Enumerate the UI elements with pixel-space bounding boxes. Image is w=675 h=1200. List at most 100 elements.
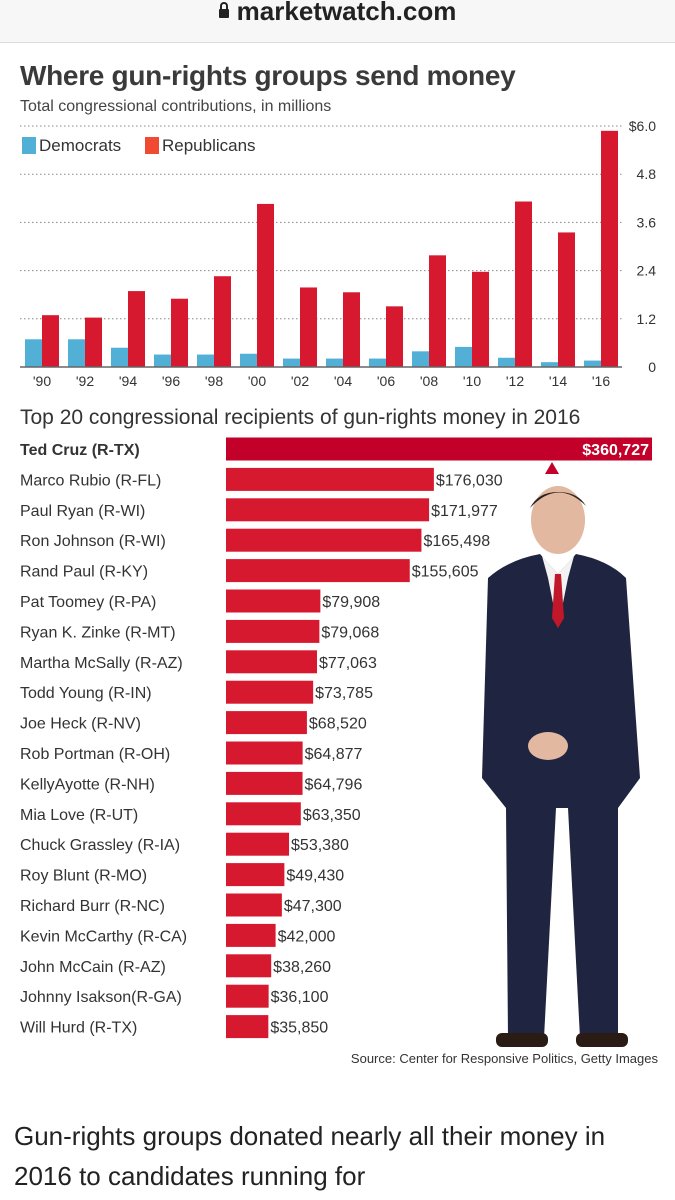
- recipient-bar: [226, 467, 434, 491]
- y-tick-label: 3.6: [637, 214, 657, 230]
- bar-democrats: [326, 358, 343, 367]
- x-tick-label: '02: [291, 373, 309, 389]
- value-label: $64,877: [305, 746, 363, 763]
- value-label: $79,068: [321, 624, 379, 641]
- bar-democrats: [111, 347, 128, 367]
- recipient-bar: [226, 619, 320, 643]
- url-display[interactable]: marketwatch.com: [0, 0, 675, 27]
- recipient-bar: [226, 741, 303, 765]
- recipient-bar: [226, 954, 272, 978]
- recipient-name: Ryan K. Zinke (R-MT): [20, 624, 176, 641]
- x-tick-label: '10: [463, 373, 481, 389]
- x-tick-label: '06: [377, 373, 395, 389]
- bar-democrats: [240, 353, 257, 367]
- bar-republicans: [171, 298, 188, 367]
- recipient-name: Ted Cruz (R-TX): [20, 442, 140, 459]
- y-tick-label: $6.0: [629, 118, 656, 134]
- recipient-bar: [226, 680, 314, 704]
- bar-republicans: [300, 287, 317, 367]
- x-tick-label: '90: [33, 373, 51, 389]
- recipient-bar: [226, 528, 422, 552]
- value-label: $165,498: [423, 533, 490, 550]
- bar-democrats: [412, 351, 429, 367]
- recipient-name: John McCain (R-AZ): [20, 959, 166, 976]
- browser-url-bar[interactable]: marketwatch.com: [0, 0, 675, 43]
- bar-democrats: [154, 354, 171, 367]
- x-tick-label: '98: [205, 373, 223, 389]
- recipient-name: Martha McSally (R-AZ): [20, 655, 183, 672]
- value-label: $47,300: [284, 898, 342, 915]
- x-tick-label: '96: [162, 373, 180, 389]
- value-label: $49,430: [286, 868, 344, 885]
- bar-republicans: [558, 232, 575, 367]
- pointer-triangle-icon: [545, 462, 559, 474]
- recipient-name: Marco Rubio (R-FL): [20, 472, 161, 489]
- value-label: $360,727: [582, 442, 649, 459]
- bar-republicans: [601, 130, 618, 367]
- bar-democrats: [455, 346, 472, 367]
- recipient-bar: [226, 893, 282, 917]
- recipient-name: Kevin McCarthy (R-CA): [20, 928, 187, 945]
- recipient-bar: [226, 498, 430, 522]
- recipient-name: Mia Love (R-UT): [20, 807, 138, 824]
- chart-subtitle: Total congressional contributions, in mi…: [20, 98, 332, 115]
- bar-republicans: [128, 291, 145, 367]
- value-label: $79,908: [322, 594, 380, 611]
- politician-photo: [482, 486, 640, 1047]
- bar-democrats: [283, 358, 300, 367]
- bar-republicans: [257, 203, 274, 367]
- legend-republicans: Republicans: [145, 136, 256, 156]
- recipient-name: Paul Ryan (R-WI): [20, 503, 145, 520]
- bar-democrats: [25, 339, 42, 367]
- value-label: $68,520: [309, 716, 367, 733]
- y-tick-label: 4.8: [637, 166, 657, 182]
- value-label: $36,100: [271, 989, 329, 1006]
- x-tick-label: '04: [334, 373, 352, 389]
- bar-democrats: [498, 357, 515, 367]
- bar-republicans: [429, 255, 446, 367]
- recipients-chart-title: Top 20 congressional recipients of gun-r…: [20, 406, 581, 429]
- x-tick-label: '92: [76, 373, 94, 389]
- recipient-name: Will Hurd (R-TX): [20, 1020, 137, 1037]
- x-tick-label: '00: [248, 373, 266, 389]
- bar-republicans: [214, 276, 231, 367]
- bar-republicans: [515, 201, 532, 367]
- recipients-bar-chart: Ted Cruz (R-TX) $360,727 Marco Rubio (R-FL…: [20, 437, 652, 1039]
- legend-democrats: Democrats: [22, 136, 121, 156]
- legend-swatch-republicans: [145, 137, 159, 154]
- recipient-name: Ron Johnson (R-WI): [20, 533, 166, 550]
- x-tick-label: '16: [592, 373, 610, 389]
- value-label: $38,260: [273, 959, 331, 976]
- recipient-name: Rob Portman (R-OH): [20, 746, 170, 763]
- bar-republicans: [386, 306, 403, 367]
- value-label: $73,785: [315, 685, 373, 702]
- bar-democrats: [369, 358, 386, 367]
- bar-democrats: [584, 360, 601, 367]
- recipient-bar: [226, 802, 301, 826]
- recipient-bar: [226, 923, 276, 947]
- value-label: $64,796: [305, 776, 363, 793]
- recipient-name: Todd Young (R-IN): [20, 685, 152, 702]
- recipient-bar: [226, 1015, 269, 1039]
- x-tick-label: '12: [506, 373, 524, 389]
- value-label: $63,350: [303, 807, 361, 824]
- chart-title: Where gun-rights groups send money: [20, 60, 516, 91]
- value-label: $53,380: [291, 837, 349, 854]
- value-label: $176,030: [436, 472, 503, 489]
- recipient-bar: [226, 650, 318, 674]
- value-label: $35,850: [270, 1020, 328, 1037]
- recipient-name: Roy Blunt (R-MO): [20, 868, 147, 885]
- recipient-name: Joe Heck (R-NV): [20, 716, 141, 733]
- recipient-bar: [226, 771, 303, 795]
- y-tick-label: 1.2: [637, 311, 657, 327]
- recipient-name: Rand Paul (R-KY): [20, 564, 148, 581]
- y-tick-label: 0: [648, 359, 656, 375]
- legend-swatch-democrats: [22, 137, 36, 154]
- recipient-bar: [226, 984, 269, 1008]
- recipient-bar: [226, 863, 285, 887]
- lock-icon: [218, 2, 229, 18]
- legend-label: Republicans: [162, 136, 256, 155]
- x-tick-label: '94: [119, 373, 137, 389]
- value-label: $77,063: [319, 655, 377, 672]
